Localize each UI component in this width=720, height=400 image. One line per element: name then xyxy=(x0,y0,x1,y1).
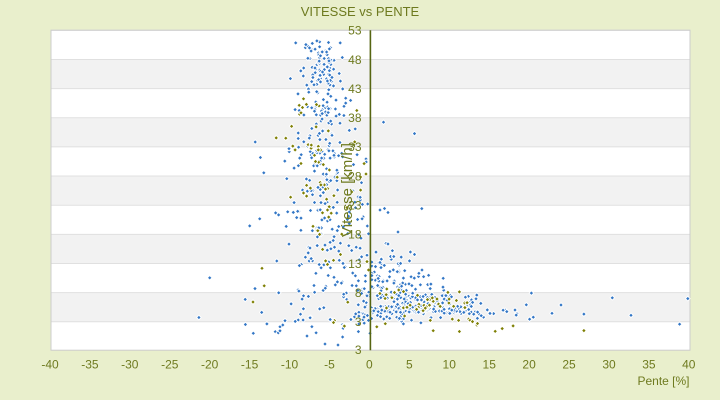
svg-text:-30: -30 xyxy=(121,358,139,372)
svg-text:35: 35 xyxy=(642,358,656,372)
svg-text:-25: -25 xyxy=(161,358,179,372)
svg-text:5: 5 xyxy=(406,358,413,372)
svg-text:10: 10 xyxy=(443,358,457,372)
svg-text:-40: -40 xyxy=(41,358,59,372)
svg-text:18: 18 xyxy=(348,228,362,242)
svg-text:-35: -35 xyxy=(81,358,99,372)
svg-text:30: 30 xyxy=(602,358,616,372)
svg-text:40: 40 xyxy=(682,358,696,372)
svg-text:-20: -20 xyxy=(201,358,219,372)
svg-text:48: 48 xyxy=(348,53,362,67)
svg-text:28: 28 xyxy=(348,169,362,183)
svg-text:Pente [%]: Pente [%] xyxy=(637,374,689,388)
svg-text:3: 3 xyxy=(355,315,362,329)
svg-text:13: 13 xyxy=(348,257,362,271)
svg-text:53: 53 xyxy=(348,24,362,38)
svg-text:23: 23 xyxy=(348,199,362,213)
svg-text:38: 38 xyxy=(348,111,362,125)
svg-text:-15: -15 xyxy=(241,358,259,372)
svg-text:VITESSE vs PENTE: VITESSE vs PENTE xyxy=(301,4,420,19)
svg-text:Vitesse [km/h]: Vitesse [km/h] xyxy=(339,143,356,237)
svg-text:-10: -10 xyxy=(281,358,299,372)
svg-text:-5: -5 xyxy=(324,358,335,372)
svg-text:25: 25 xyxy=(562,358,576,372)
svg-text:20: 20 xyxy=(522,358,536,372)
svg-text:43: 43 xyxy=(348,82,362,96)
svg-text:3: 3 xyxy=(355,343,362,357)
svg-text:0: 0 xyxy=(366,358,373,372)
svg-text:33: 33 xyxy=(348,140,362,154)
svg-text:8: 8 xyxy=(355,286,362,300)
svg-text:15: 15 xyxy=(483,358,497,372)
